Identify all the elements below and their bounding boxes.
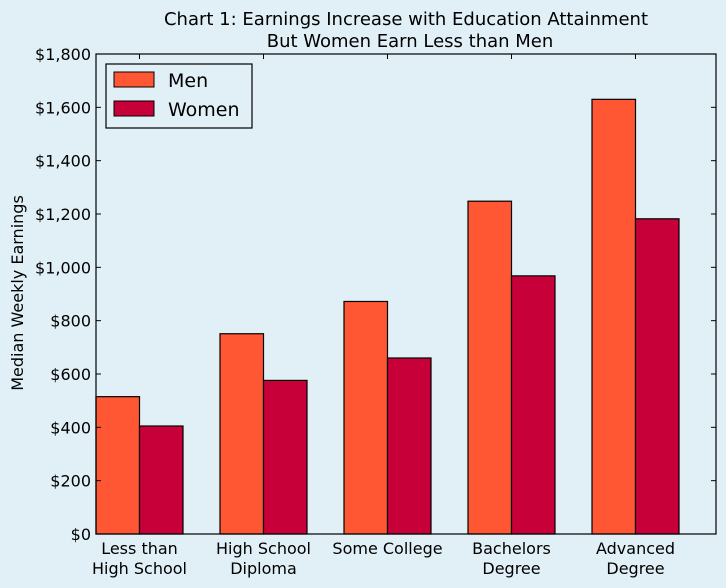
y-tick-label: $1,200	[35, 205, 91, 224]
legend-label-women: Women	[168, 99, 240, 121]
legend-label-men: Men	[168, 70, 208, 92]
legend-swatch-women	[113, 100, 155, 117]
x-tick-label: Advanced	[596, 539, 675, 558]
y-tick-label: $1,800	[35, 45, 91, 64]
bar-men-0	[95, 396, 141, 535]
chart-title-line-1: Chart 1: Earnings Increase with Educatio…	[164, 9, 648, 30]
y-tick-label: $200	[50, 472, 91, 491]
legend: Men Women	[105, 63, 253, 129]
x-tick-label: Diploma	[230, 559, 297, 578]
plot-frame	[95, 53, 717, 535]
bars-layer	[95, 98, 680, 535]
bar-women-0	[138, 425, 184, 535]
bar-women-3	[510, 275, 556, 535]
bar-men-2	[343, 300, 389, 535]
y-tick-label: $600	[50, 365, 91, 384]
x-tick-label: Degree	[606, 559, 664, 578]
chart-title-line-2: But Women Earn Less than Men	[267, 31, 554, 52]
y-tick-label: $1,000	[35, 258, 91, 277]
bar-men-4	[591, 98, 637, 535]
bar-women-4	[634, 218, 680, 535]
y-tick-label: $1,400	[35, 152, 91, 171]
bar-men-1	[219, 333, 265, 535]
x-tick-label: Degree	[482, 559, 540, 578]
bar-women-1	[262, 379, 308, 535]
bar-women-2	[386, 357, 432, 535]
x-tick-label: Some College	[332, 539, 442, 558]
x-tick-label: High School	[216, 539, 311, 558]
bar-men-3	[467, 200, 513, 535]
x-tick-label: High School	[92, 559, 187, 578]
y-tick-label: $0	[71, 525, 91, 544]
y-tick-label: $800	[50, 312, 91, 331]
x-tick-label: Less than	[101, 539, 178, 558]
y-tick-label: $1,600	[35, 98, 91, 117]
x-tick-label: Bachelors	[472, 539, 551, 558]
y-tick-label: $400	[50, 418, 91, 437]
legend-swatch-men	[113, 71, 155, 88]
y-axis-label: Median Weekly Earnings	[8, 195, 27, 391]
